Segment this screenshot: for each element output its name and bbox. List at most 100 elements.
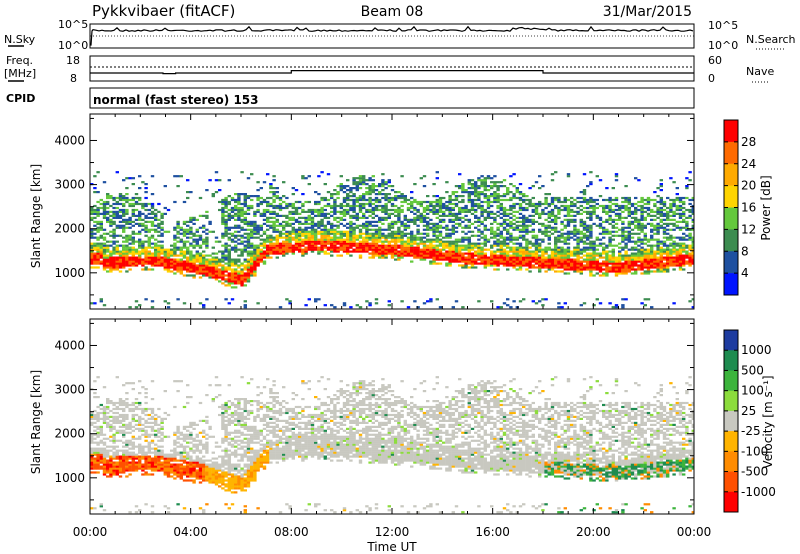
power-cell <box>554 196 558 200</box>
power-cell <box>685 187 689 190</box>
power-cell <box>150 206 155 210</box>
power-cell <box>387 216 391 219</box>
power-cell <box>518 224 523 227</box>
power-cell <box>509 216 513 219</box>
power-cell <box>173 254 177 257</box>
power-cell <box>195 260 199 263</box>
power-cell <box>538 270 542 273</box>
power-cell <box>634 242 638 245</box>
power-cell <box>477 216 481 219</box>
power-cell <box>509 226 513 229</box>
power-cell <box>454 216 459 219</box>
power-cell <box>618 272 622 275</box>
power-cell <box>122 179 126 182</box>
power-cell <box>250 264 254 267</box>
power-cell <box>291 204 295 208</box>
power-cell <box>291 228 295 231</box>
power-cell <box>410 238 414 241</box>
power-cell <box>557 240 561 243</box>
power-cell <box>624 234 628 237</box>
power-cell <box>538 248 542 251</box>
power-cell <box>525 224 529 227</box>
power-cell <box>608 250 612 253</box>
power-cell <box>426 220 430 223</box>
power-cell <box>246 220 251 223</box>
power-cell <box>493 260 497 263</box>
power-cell <box>384 238 388 241</box>
power-cell <box>349 236 353 239</box>
power-cell <box>678 238 683 241</box>
power-cell <box>131 204 135 208</box>
power-cell <box>202 224 206 227</box>
power-cell <box>566 220 571 223</box>
power-cell <box>621 220 625 223</box>
power-cell <box>534 206 539 210</box>
power-cell <box>317 248 321 251</box>
power-cell <box>390 202 395 206</box>
power-cell <box>579 208 583 212</box>
power-cell <box>650 254 654 257</box>
power-cell <box>662 232 667 235</box>
power-cell <box>134 300 139 303</box>
power-cell <box>544 256 548 259</box>
power-cell <box>179 248 183 251</box>
power-cell <box>381 216 385 219</box>
power-cell <box>198 260 203 263</box>
power-cell <box>435 222 439 225</box>
power-cell <box>131 246 135 249</box>
power-cell <box>374 252 379 255</box>
power-cell <box>400 240 404 243</box>
power-cell <box>374 224 379 227</box>
velocity-cell <box>99 411 103 415</box>
power-cell <box>208 230 212 233</box>
power-cell <box>589 171 593 174</box>
power-cell <box>518 264 523 267</box>
power-cell <box>515 216 519 219</box>
power-cell <box>416 210 420 213</box>
power-cell <box>128 268 132 271</box>
power-cell <box>323 250 327 253</box>
power-cell <box>445 200 449 204</box>
power-cell <box>227 258 231 261</box>
velocity-cell <box>90 433 94 436</box>
power-cell <box>538 260 542 263</box>
power-cell <box>304 228 308 231</box>
power-cell <box>400 254 404 257</box>
power-cell <box>122 264 126 267</box>
power-cell <box>125 198 129 202</box>
power-cell <box>461 220 465 223</box>
power-cell <box>522 252 526 255</box>
power-cell <box>403 248 407 251</box>
power-cell <box>490 300 494 303</box>
power-cell <box>390 232 395 235</box>
power-cell <box>102 248 107 251</box>
power-cell <box>608 196 612 200</box>
power-cell <box>378 216 382 219</box>
power-cell <box>317 246 321 249</box>
velocity-cell <box>102 461 107 464</box>
power-cell <box>659 256 663 259</box>
power-cell <box>496 181 500 184</box>
power-cell <box>195 272 199 275</box>
power-cell <box>662 264 667 267</box>
power-cell <box>381 193 385 196</box>
power-cell <box>640 206 644 210</box>
power-cell <box>182 246 187 249</box>
power-cell <box>608 200 612 204</box>
power-cell <box>266 234 270 237</box>
power-cell <box>582 189 587 192</box>
power-cell <box>346 196 350 200</box>
power-cell <box>317 222 321 225</box>
power-cell <box>621 248 625 251</box>
power-cell <box>93 254 97 257</box>
power-cell <box>298 246 302 249</box>
power-cell <box>528 246 532 249</box>
colorbar-tick-label: 24 <box>741 157 756 171</box>
power-cell <box>278 196 283 200</box>
power-cell <box>237 206 241 210</box>
power-cell <box>467 260 471 263</box>
power-cell <box>541 250 545 253</box>
power-cell <box>528 220 532 223</box>
power-cell <box>573 210 577 213</box>
power-cell <box>272 236 276 239</box>
